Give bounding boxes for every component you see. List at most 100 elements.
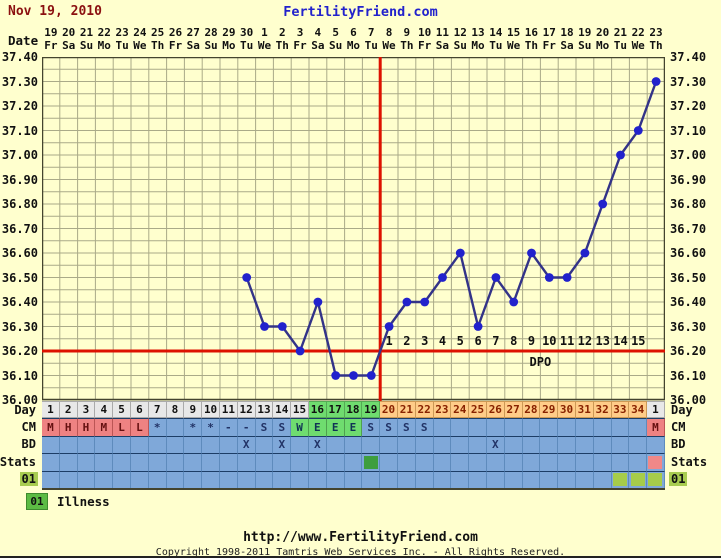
temperature-point: [384, 322, 394, 331]
footer-copyright: Copyright 1998-2011 Tamtris Web Services…: [155, 547, 566, 558]
illness-cell: [308, 470, 327, 488]
dpo-number-label: 10: [542, 334, 556, 348]
illness-cell: [469, 470, 487, 488]
date-column: 20 Mo: [595, 26, 610, 52]
temperature-point: [473, 322, 483, 331]
illness-mark: [612, 473, 627, 487]
dpo-number-label: 2: [403, 334, 410, 348]
day-cell: 12: [237, 401, 256, 419]
date-column: 5 Su: [329, 26, 343, 52]
bd-cell: [219, 435, 238, 454]
stats-cell: [486, 453, 505, 471]
temperature-point: [438, 273, 447, 282]
stats-cell: [558, 453, 576, 471]
y-tick-label: 36.00: [1, 393, 38, 407]
cm-cell: S: [415, 418, 434, 436]
cm-cell: H: [59, 418, 78, 436]
y-tick-label: 36.20: [1, 344, 38, 358]
cm-cell: [433, 418, 452, 436]
y-tick-label: 36.30: [1, 319, 38, 334]
date-column: 30 Tu: [240, 26, 254, 52]
day-cell: 4: [95, 401, 114, 419]
stats-cell: [255, 453, 274, 471]
stats-cell: [647, 453, 665, 471]
stats-mark: [648, 455, 663, 469]
day-cell: 18: [344, 401, 363, 419]
y-tick-label: 36.40: [1, 295, 38, 309]
illness-cell: [166, 470, 185, 488]
dpo-number-label: 12: [578, 334, 592, 348]
stats-cell: [522, 453, 541, 471]
stats-cell: [380, 453, 398, 471]
footer-url-link[interactable]: http://www.FertilityFriend.com: [243, 530, 478, 545]
y-tick-label: 36.50: [670, 270, 707, 285]
row-label-cm-l: CM: [21, 420, 36, 435]
day-cell: 19: [362, 401, 381, 419]
bd-cell: [433, 435, 452, 454]
bd-cell: X: [237, 435, 256, 454]
day-cell: 1: [42, 401, 60, 419]
day-cell: 27: [504, 401, 523, 419]
illness-cell: [237, 470, 256, 488]
date-column: 27 Sa: [186, 26, 200, 52]
cm-cell: M: [42, 418, 60, 436]
temperature-point: [313, 297, 323, 307]
date-column: 14 Tu: [489, 26, 503, 52]
dpo-number-label: 3: [421, 334, 428, 348]
y-tick-label: 37.30: [670, 74, 707, 89]
illness-cell: [255, 470, 274, 488]
temperature-point: [562, 273, 572, 282]
cm-row-cells: M H H M L L * * * - - S S W E E E S S S S M: [42, 418, 665, 436]
date-column: 22 Mo: [97, 26, 111, 52]
bd-cell: [344, 435, 363, 454]
date-column: 15 We: [506, 26, 521, 52]
cm-cell: [469, 418, 487, 436]
day-cell: 17: [326, 401, 345, 419]
date-column: 29 Mo: [222, 26, 236, 52]
day-cell: 31: [575, 401, 594, 419]
stats-cell: [202, 453, 220, 471]
illness-cell: [326, 470, 345, 488]
row-label-illness-l: 01: [19, 472, 38, 487]
illness-cell: [113, 470, 131, 488]
dpo-number-label: 13: [595, 334, 609, 348]
cm-cell: E: [308, 418, 327, 436]
bd-cell: [558, 435, 576, 454]
bd-cell: [59, 435, 78, 454]
date-column: 24 We: [133, 26, 147, 52]
y-tick-label: 37.00: [670, 148, 707, 162]
bd-cell: [575, 435, 594, 454]
stats-cell: [575, 453, 594, 471]
day-cell: 11: [219, 401, 238, 419]
day-cell: 9: [184, 401, 203, 419]
day-cell: 29: [540, 401, 559, 419]
dpo-number-label: 1: [385, 334, 392, 348]
cm-cell: [558, 418, 576, 436]
stats-cell: [95, 453, 114, 471]
temperature-point: [366, 371, 376, 380]
temperature-point: [455, 248, 465, 258]
date-column: 17 Fr: [542, 26, 556, 52]
cm-cell: [166, 418, 185, 436]
date-column: 6 Mo: [346, 26, 361, 52]
bd-cell: [130, 435, 149, 454]
day-cell: 16: [308, 401, 327, 419]
dpo-number-label: 15: [631, 334, 645, 348]
bd-cell: X: [273, 435, 292, 454]
stats-cell: [219, 453, 238, 471]
day-cell: 26: [486, 401, 505, 419]
date-column: 21 Su: [79, 26, 94, 52]
y-tick-label: 37.00: [1, 148, 38, 162]
row-label-day-l: Day: [14, 402, 36, 417]
site-title-link[interactable]: FertilityFriend.com: [283, 4, 438, 20]
day-cell: 2: [59, 401, 78, 419]
date-column: 19 Su: [578, 26, 592, 52]
bd-cell: [629, 435, 648, 454]
day-cell: 30: [558, 401, 576, 419]
y-tick-label: 37.40: [1, 50, 38, 64]
stats-cell: [113, 453, 131, 471]
bottom-border: [0, 556, 721, 558]
day-cell: 34: [629, 401, 648, 419]
y-tick-label: 36.30: [670, 319, 707, 334]
date-column: 9 Th: [400, 26, 414, 52]
